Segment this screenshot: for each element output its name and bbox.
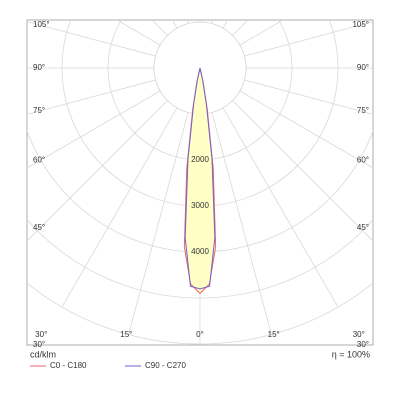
grid-spoke <box>27 90 161 169</box>
theta-tick-label: 105° <box>33 20 50 29</box>
grid-spoke <box>232 100 373 242</box>
legend-label: C0 - C180 <box>50 361 87 370</box>
grid-spoke <box>244 21 373 57</box>
grid-spoke <box>27 21 156 57</box>
theta-tick-label: 75° <box>33 106 45 115</box>
grid-spoke <box>61 107 178 308</box>
theta-tick-label: 30° <box>35 330 47 339</box>
theta-tick-label: 105° <box>352 20 369 29</box>
lobe-fill <box>185 68 215 289</box>
theta-tick-label: 45° <box>33 223 45 232</box>
theta-tick-label: 0° <box>196 330 204 339</box>
grid-spoke <box>222 107 339 308</box>
theta-tick-label: 60° <box>33 155 45 164</box>
theta-tick-label: 60° <box>357 155 369 164</box>
theta-tick-label: 15° <box>268 330 280 339</box>
grid-spoke <box>116 20 161 46</box>
theta-tick-label: 30° <box>357 340 369 349</box>
theta-tick-label: 45° <box>357 223 369 232</box>
unit-label: cd/klm <box>30 349 56 359</box>
grid-spoke <box>27 79 156 115</box>
theta-tick-label: 90° <box>357 63 369 72</box>
grid-spoke <box>128 112 189 335</box>
legend-label: C90 - C270 <box>145 361 186 370</box>
efficiency-label: η = 100% <box>332 349 370 359</box>
theta-tick-label: 75° <box>357 106 369 115</box>
theta-tick-label: 15° <box>120 330 132 339</box>
r-tick-label: 4000 <box>191 247 209 256</box>
grid-spoke <box>244 79 373 115</box>
grid-spoke <box>211 112 272 335</box>
legend: C0 - C180 C90 - C270 <box>30 361 186 370</box>
theta-tick-label: 30° <box>353 330 365 339</box>
theta-tick-label: 90° <box>33 63 45 72</box>
grid-spoke <box>27 100 168 242</box>
r-tick-label: 3000 <box>191 201 209 210</box>
plot: 2000 3000 4000 <box>183 67 217 295</box>
series-line <box>184 67 216 290</box>
theta-tick-label: 30° <box>33 340 45 349</box>
grid-spoke <box>239 90 373 169</box>
grid-spoke <box>239 20 284 46</box>
r-tick-label: 2000 <box>191 155 209 164</box>
